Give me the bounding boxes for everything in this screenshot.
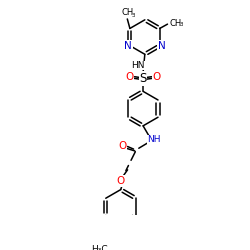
Text: CH: CH — [121, 8, 134, 18]
Text: CH: CH — [169, 19, 181, 28]
Text: O: O — [125, 72, 134, 82]
Text: O: O — [118, 141, 126, 151]
Text: S: S — [140, 72, 147, 85]
Text: 3: 3 — [180, 22, 184, 27]
Text: N: N — [158, 41, 165, 51]
Text: H₃C: H₃C — [91, 244, 108, 250]
Text: O: O — [116, 176, 125, 186]
Text: 3: 3 — [132, 12, 136, 18]
Text: N: N — [124, 41, 132, 51]
Text: HN: HN — [131, 61, 145, 70]
Text: O: O — [153, 72, 161, 82]
Text: NH: NH — [148, 135, 161, 144]
